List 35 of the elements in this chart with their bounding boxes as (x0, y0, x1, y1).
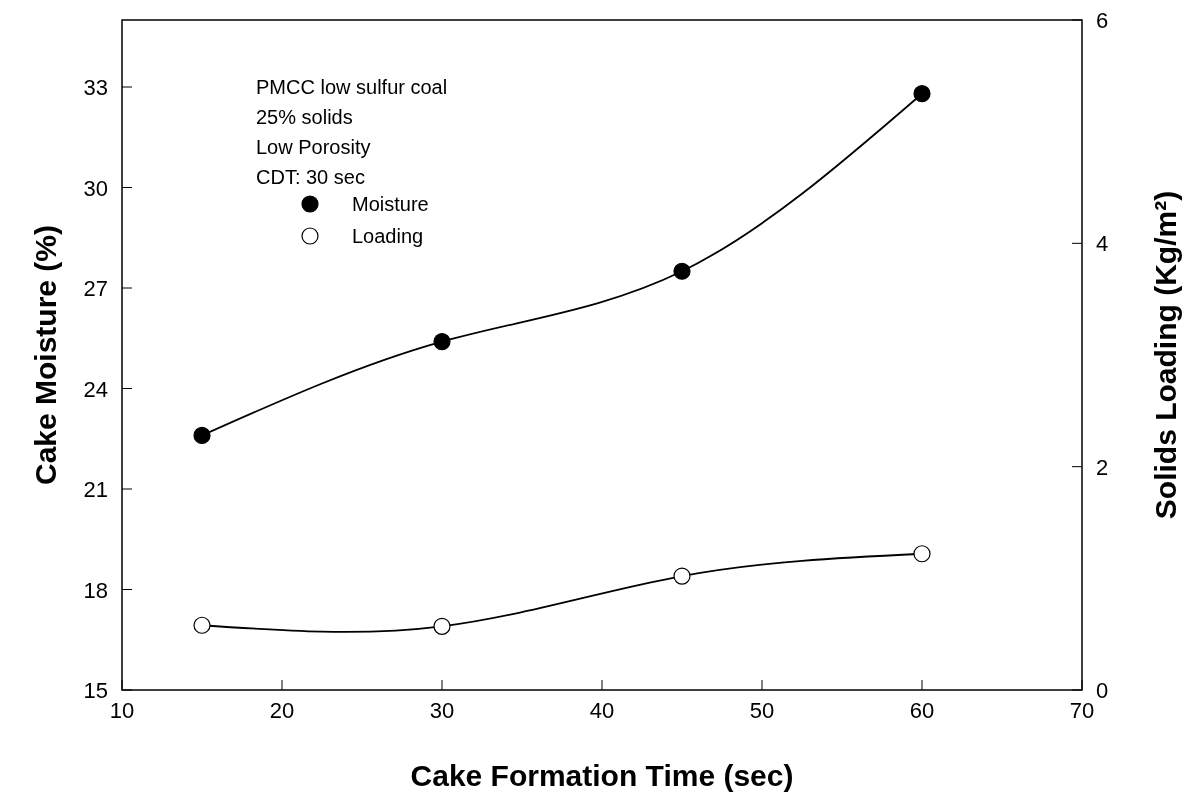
annotation: CDT: 30 sec (256, 166, 365, 188)
annotation: 25% solids (256, 106, 353, 128)
y-tick-label: 30 (83, 175, 108, 201)
legend-label: Loading (352, 225, 424, 247)
x-tick-label: 30 (429, 698, 455, 723)
x-tick-label: 40 (589, 698, 615, 723)
point (913, 85, 931, 103)
point (673, 567, 691, 585)
y-axis-title: Cake Moisture (%) (29, 224, 62, 486)
x-tick-label: 50 (749, 698, 775, 723)
y2-tick-label: 6 (1096, 8, 1109, 33)
point (433, 617, 451, 635)
y-tick-label: 24 (83, 376, 108, 402)
y2-tick-label: 2 (1096, 454, 1109, 480)
point (673, 262, 691, 280)
annotation: PMCC low sulfur coal (256, 76, 448, 98)
y-tick-label: 15 (83, 678, 108, 703)
x-axis-title: Cake Formation Time (sec) (410, 759, 794, 792)
y-tick-label: 18 (83, 577, 108, 603)
y-tick-label: 27 (83, 276, 108, 301)
y2-tick-label: 0 (1096, 678, 1109, 703)
point (433, 333, 451, 351)
legend-label: Moisture (352, 193, 429, 215)
point (193, 426, 211, 444)
point (913, 545, 931, 563)
x-tick-label: 70 (1069, 698, 1095, 723)
point (193, 616, 211, 634)
x-tick-label: 20 (269, 698, 295, 723)
y2-tick-label: 4 (1096, 231, 1109, 257)
x-tick-label: 60 (909, 698, 935, 723)
y2-axis-title: Solids Loading (Kg/m²) (1149, 190, 1182, 520)
x-tick-label: 10 (109, 698, 135, 723)
y-tick-label: 21 (83, 477, 108, 502)
annotation: Low Porosity (256, 136, 371, 158)
y-tick-label: 33 (83, 75, 108, 100)
